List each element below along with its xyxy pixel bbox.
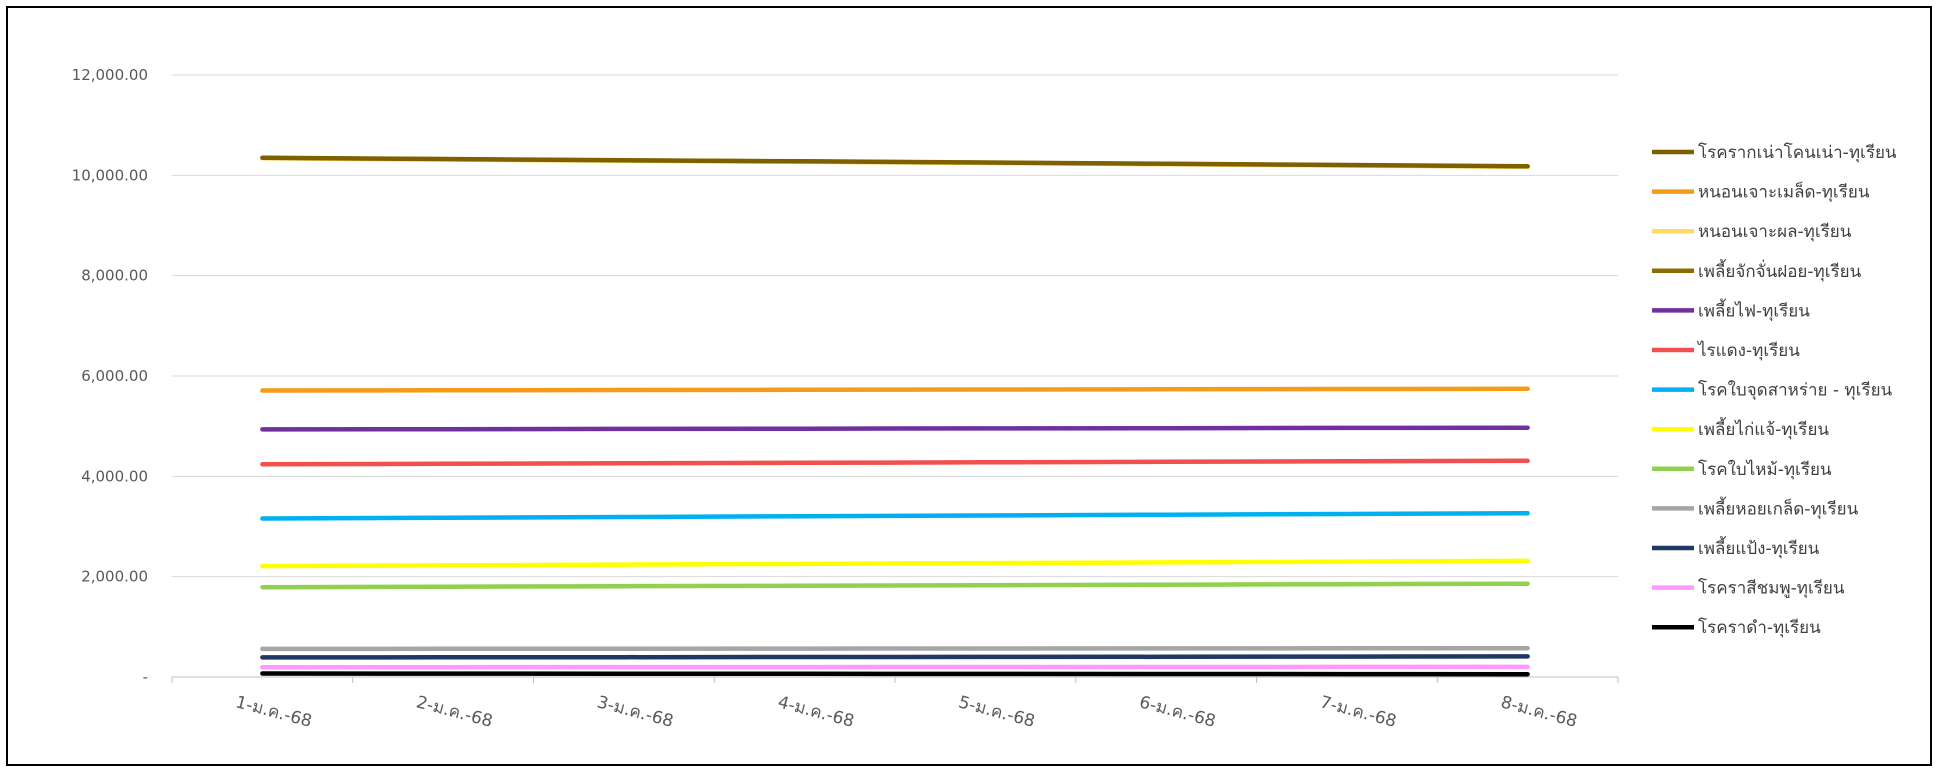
series-line — [262, 584, 1527, 588]
legend-label: ไรแดง-ทุเรียน — [1696, 340, 1800, 361]
legend-label: เพลี้ยไก่แจ้-ทุเรียน — [1698, 417, 1829, 440]
y-tick-label: 8,000.00 — [81, 267, 148, 285]
y-axis: - 2,000.00 4,000.00 6,000.00 8,000.00 10,000.… — [72, 66, 148, 686]
series-line — [262, 158, 1527, 167]
series-line — [262, 648, 1527, 649]
legend-label: หนอนเจาะผล-ทุเรียน — [1698, 222, 1852, 242]
series-lines — [262, 158, 1527, 674]
y-tick-label: 12,000.00 — [72, 66, 148, 84]
series-line — [262, 561, 1527, 566]
x-tick-label: 6-ม.ค.-68 — [1137, 692, 1218, 732]
series-line — [262, 389, 1527, 391]
legend: โรครากเน่าโคนเน่า-ทุเรียนหนอนเจาะเมล็ด-ท… — [1652, 142, 1897, 638]
x-tick-label: 5-ม.ค.-68 — [956, 692, 1037, 732]
legend-label: โรคใบจุดสาหร่าย - ทุเรียน — [1698, 380, 1893, 401]
x-tick-label: 4-ม.ค.-68 — [776, 692, 857, 732]
legend-label: โรคราสีชมพู-ทุเรียน — [1698, 578, 1845, 599]
series-line — [262, 674, 1527, 675]
legend-label: เพลี้ยไฟ-ทุเรียน — [1698, 298, 1810, 321]
legend-label: โรคราดำ-ทุเรียน — [1698, 617, 1821, 638]
series-line — [262, 461, 1527, 465]
x-tick-label: 1-ม.ค.-68 — [233, 692, 314, 732]
series-line — [262, 513, 1527, 518]
x-tick-label: 3-ม.ค.-68 — [595, 692, 676, 732]
x-tick-label: 2-ม.ค.-68 — [414, 692, 495, 732]
y-tick-label: 6,000.00 — [81, 367, 148, 385]
x-tick-label: 8-ม.ค.-68 — [1499, 692, 1580, 732]
x-tick-label: 7-ม.ค.-68 — [1318, 692, 1399, 732]
legend-label: โรคใบไหม้-ทุเรียน — [1698, 459, 1832, 480]
legend-label: เพลี้ยแป้ง-ทุเรียน — [1698, 536, 1820, 559]
legend-label: เพลี้ยหอยเกล็ด-ทุเรียน — [1698, 496, 1859, 519]
y-tick-label: 2,000.00 — [81, 568, 148, 586]
y-tick-label: 10,000.00 — [72, 166, 148, 184]
legend-label: เพลี้ยจักจั่นฝอย-ทุเรียน — [1698, 259, 1862, 282]
legend-label: โรครากเน่าโคนเน่า-ทุเรียน — [1698, 142, 1897, 163]
x-axis: 1-ม.ค.-68 2-ม.ค.-68 3-ม.ค.-68 4-ม.ค.-68 5-ม.… — [172, 677, 1618, 732]
legend-label: หนอนเจาะเมล็ด-ทุเรียน — [1698, 181, 1870, 203]
series-line — [262, 656, 1527, 657]
y-tick-label: - — [143, 668, 148, 686]
y-tick-label: 4,000.00 — [81, 467, 148, 485]
series-line — [262, 428, 1527, 430]
